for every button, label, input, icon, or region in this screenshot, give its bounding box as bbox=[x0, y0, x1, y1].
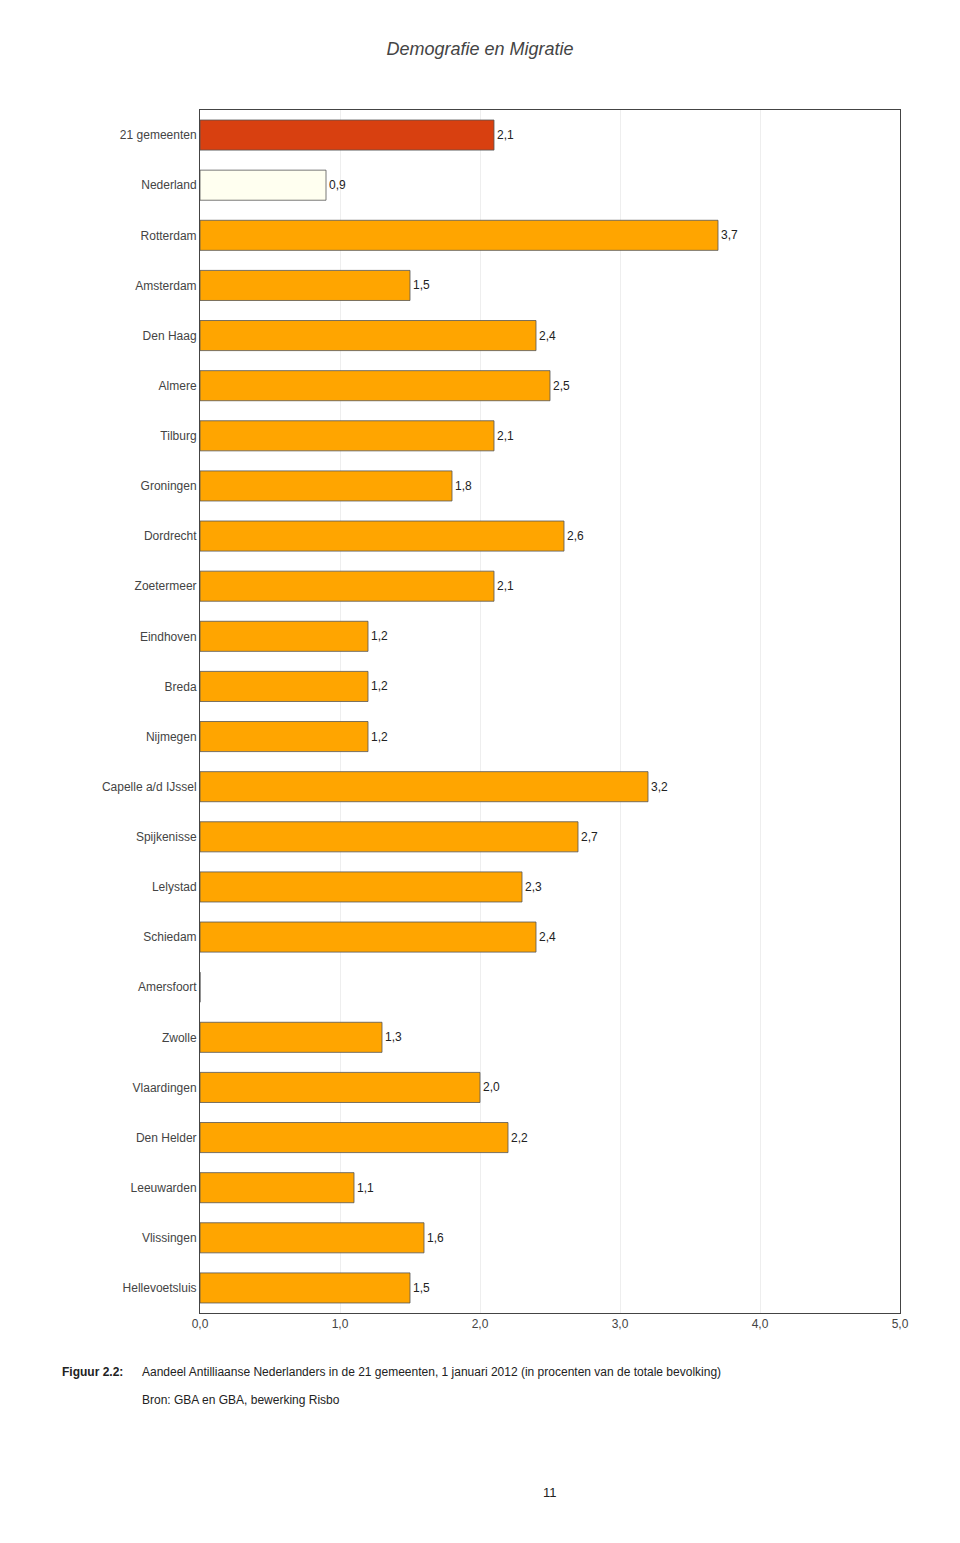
svg-text:Leeuwarden: Leeuwarden bbox=[131, 1181, 197, 1195]
svg-text:2,1: 2,1 bbox=[497, 579, 514, 593]
svg-text:0,9: 0,9 bbox=[329, 178, 346, 192]
svg-text:3,2: 3,2 bbox=[651, 780, 668, 794]
svg-text:Hellevoetsluis: Hellevoetsluis bbox=[123, 1281, 197, 1295]
svg-text:3,0: 3,0 bbox=[612, 1317, 629, 1331]
svg-text:2,7: 2,7 bbox=[581, 830, 598, 844]
svg-text:Bron: GBA en GBA, bewerking Ri: Bron: GBA en GBA, bewerking Risbo bbox=[142, 1393, 340, 1407]
svg-text:Amersfoort: Amersfoort bbox=[138, 980, 197, 994]
svg-text:1,6: 1,6 bbox=[427, 1231, 444, 1245]
svg-text:5,0: 5,0 bbox=[892, 1317, 909, 1331]
svg-text:Rotterdam: Rotterdam bbox=[141, 229, 197, 243]
svg-text:Tilburg: Tilburg bbox=[160, 429, 196, 443]
svg-text:1,0: 1,0 bbox=[332, 1317, 349, 1331]
svg-text:Zwolle: Zwolle bbox=[162, 1031, 197, 1045]
svg-text:Almere: Almere bbox=[159, 379, 197, 393]
svg-text:2,0: 2,0 bbox=[483, 1080, 500, 1094]
svg-text:4,0: 4,0 bbox=[752, 1317, 769, 1331]
svg-text:Den Haag: Den Haag bbox=[143, 329, 197, 343]
svg-text:Dordrecht: Dordrecht bbox=[144, 529, 197, 543]
svg-text:Breda: Breda bbox=[165, 680, 197, 694]
svg-text:3,7: 3,7 bbox=[721, 228, 738, 242]
svg-text:1,5: 1,5 bbox=[413, 278, 430, 292]
svg-text:2,4: 2,4 bbox=[539, 930, 556, 944]
svg-text:2,5: 2,5 bbox=[553, 379, 570, 393]
svg-text:Eindhoven: Eindhoven bbox=[140, 630, 197, 644]
svg-text:1,1: 1,1 bbox=[357, 1181, 374, 1195]
svg-text:0,0: 0,0 bbox=[192, 1317, 209, 1331]
svg-text:2,1: 2,1 bbox=[497, 429, 514, 443]
svg-text:2,4: 2,4 bbox=[539, 329, 556, 343]
svg-text:Zoetermeer: Zoetermeer bbox=[135, 579, 197, 593]
svg-text:Figuur 2.2:: Figuur 2.2: bbox=[62, 1365, 123, 1379]
svg-text:1,3: 1,3 bbox=[385, 1030, 402, 1044]
svg-text:2,0: 2,0 bbox=[472, 1317, 489, 1331]
svg-text:11: 11 bbox=[543, 1485, 557, 1500]
svg-text:Demografie en Migratie: Demografie en Migratie bbox=[386, 39, 573, 59]
svg-text:2,2: 2,2 bbox=[511, 1131, 528, 1145]
svg-text:Capelle a/d IJssel: Capelle a/d IJssel bbox=[102, 780, 197, 794]
svg-text:Spijkenisse: Spijkenisse bbox=[136, 830, 197, 844]
svg-text:Lelystad: Lelystad bbox=[152, 880, 197, 894]
svg-text:1,5: 1,5 bbox=[413, 1281, 430, 1295]
svg-text:1,2: 1,2 bbox=[371, 629, 388, 643]
svg-text:2,1: 2,1 bbox=[497, 128, 514, 142]
svg-text:Groningen: Groningen bbox=[141, 479, 197, 493]
svg-text:1,8: 1,8 bbox=[455, 479, 472, 493]
svg-text:1,2: 1,2 bbox=[371, 679, 388, 693]
svg-text:Vlissingen: Vlissingen bbox=[142, 1231, 197, 1245]
svg-text:1,2: 1,2 bbox=[371, 730, 388, 744]
svg-text:Schiedam: Schiedam bbox=[143, 930, 196, 944]
svg-text:Den Helder: Den Helder bbox=[136, 1131, 197, 1145]
svg-text:Aandeel Antilliaanse Nederland: Aandeel Antilliaanse Nederlanders in de … bbox=[142, 1365, 721, 1379]
svg-text:21 gemeenten: 21 gemeenten bbox=[120, 128, 197, 142]
svg-text:2,6: 2,6 bbox=[567, 529, 584, 543]
svg-text:2,3: 2,3 bbox=[525, 880, 542, 894]
svg-text:Amsterdam: Amsterdam bbox=[135, 279, 196, 293]
svg-text:Vlaardingen: Vlaardingen bbox=[133, 1081, 197, 1095]
svg-text:Nijmegen: Nijmegen bbox=[146, 730, 197, 744]
svg-text:Nederland: Nederland bbox=[141, 178, 196, 192]
